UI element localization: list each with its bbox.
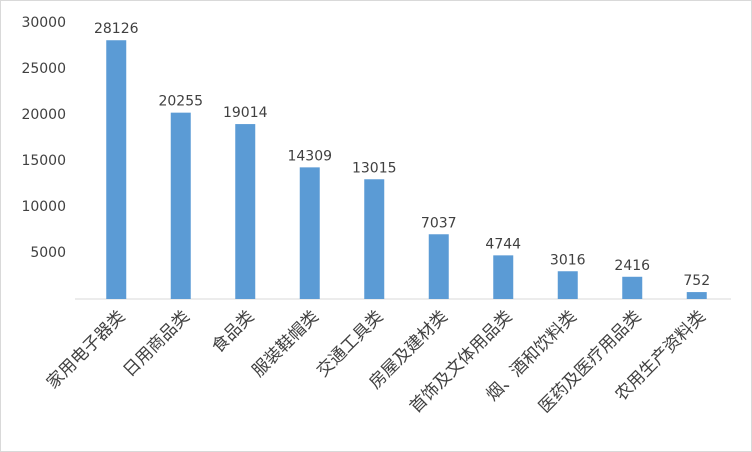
bar: [170, 112, 191, 300]
value-label: 7037: [421, 215, 457, 231]
value-label: 13015: [352, 160, 397, 176]
y-tick-label: 30000: [21, 15, 66, 31]
value-label: 14309: [287, 148, 332, 164]
bar: [428, 234, 449, 299]
y-tick-label: 25000: [21, 61, 66, 77]
y-tick-label: 10000: [21, 199, 66, 215]
y-tick-label: 5000: [30, 245, 66, 261]
bar: [235, 124, 256, 299]
bar: [622, 276, 643, 299]
y-tick-label: 15000: [21, 153, 66, 169]
bar: [493, 255, 514, 299]
value-label: 20255: [158, 94, 203, 110]
value-label: 752: [683, 273, 710, 289]
bar: [364, 179, 385, 299]
bar: [557, 271, 578, 299]
bar: [299, 167, 320, 299]
bar: [686, 292, 707, 299]
y-tick-label: 20000: [21, 107, 66, 123]
value-label: 19014: [223, 105, 268, 121]
value-label: 28126: [94, 21, 139, 37]
bar: [106, 40, 127, 300]
value-label: 3016: [550, 252, 586, 268]
value-label: 4744: [485, 236, 521, 252]
value-label: 2416: [614, 258, 650, 274]
